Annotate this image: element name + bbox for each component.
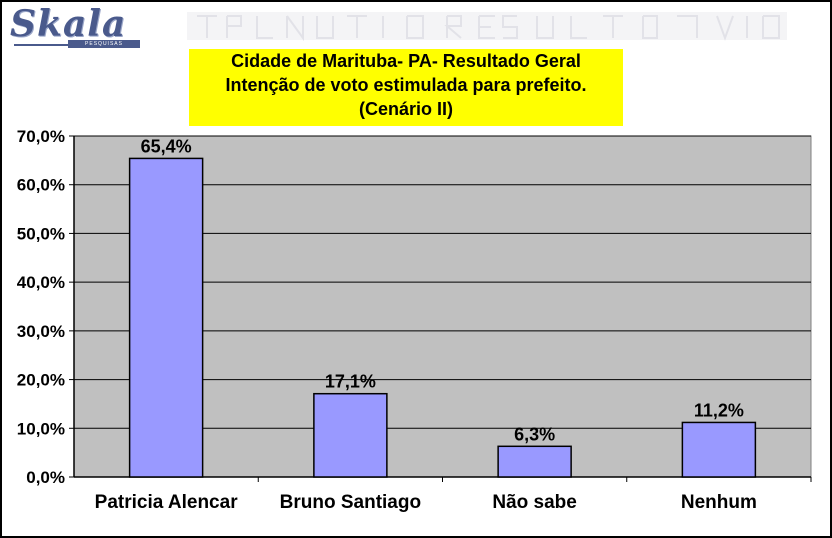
header-watermark bbox=[187, 12, 787, 42]
y-tick-label: 20,0% bbox=[17, 371, 65, 390]
logo-subtitle: PESQUISAS bbox=[68, 40, 140, 48]
y-tick-label: 60,0% bbox=[17, 176, 65, 195]
bar bbox=[497, 445, 572, 478]
y-tick-label: 30,0% bbox=[17, 322, 65, 341]
data-label: 17,1% bbox=[325, 372, 376, 392]
chart-title-line-1: Cidade de Marituba- PA- Resultado Geral bbox=[231, 51, 581, 71]
data-label: 65,4% bbox=[141, 136, 192, 156]
x-tick-label: Bruno Santiago bbox=[280, 492, 421, 513]
y-tick-label: 40,0% bbox=[17, 273, 65, 292]
bar bbox=[128, 157, 204, 478]
y-tick-label: 0,0% bbox=[26, 468, 65, 487]
bar bbox=[681, 421, 757, 478]
data-label: 6,3% bbox=[514, 424, 555, 444]
logo-underline bbox=[14, 44, 68, 46]
y-tick-label: 50,0% bbox=[17, 224, 65, 243]
y-tick-label: 70,0% bbox=[17, 127, 65, 146]
chart-title-box: Cidade de Marituba- PA- Resultado Geral … bbox=[189, 49, 623, 126]
bar bbox=[313, 392, 388, 478]
skala-logo: Skala PESQUISAS bbox=[10, 3, 140, 48]
x-tick-label: Não sabe bbox=[492, 492, 576, 513]
chart-title-line-2: Intenção de voto estimulada para prefeit… bbox=[225, 75, 587, 95]
data-label: 11,2% bbox=[694, 400, 744, 420]
x-tick-label: Nenhum bbox=[681, 492, 757, 513]
header-band: Skala PESQUISAS bbox=[2, 2, 830, 48]
x-tick-label: Patricia Alencar bbox=[95, 492, 239, 513]
logo-text: Skala bbox=[10, 3, 127, 45]
y-tick-label: 10,0% bbox=[17, 419, 65, 438]
chart-title-line-3: (Cenário II) bbox=[358, 99, 453, 119]
